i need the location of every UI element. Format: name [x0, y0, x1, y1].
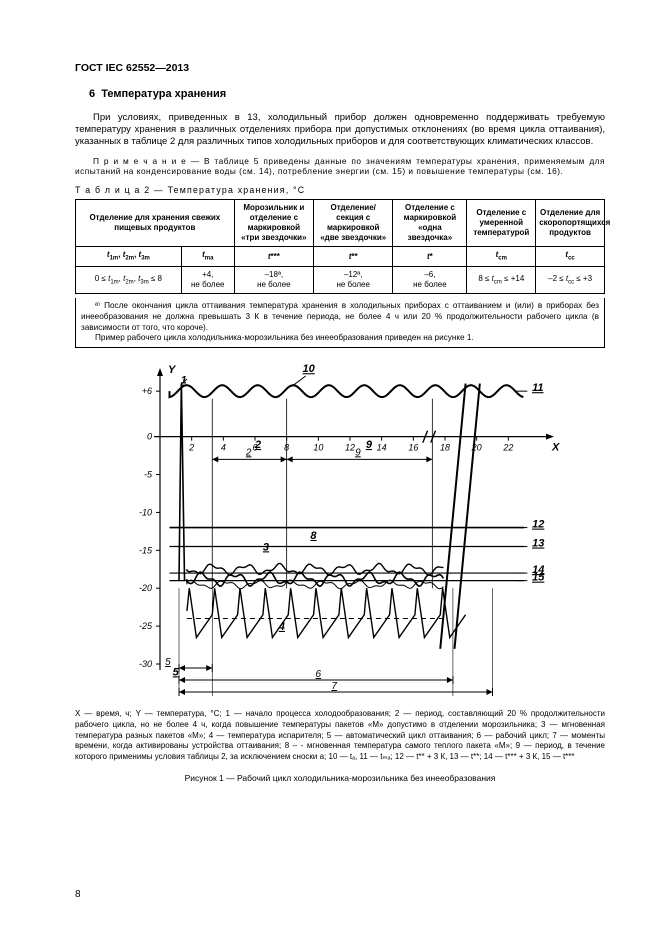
svg-text:15: 15 [532, 572, 545, 584]
footnote-example: Пример рабочего цикла холодильника-мороз… [81, 333, 599, 344]
svg-text:12: 12 [345, 443, 355, 453]
intro-paragraph: При условиях, приведенных в 13, холодиль… [75, 112, 605, 148]
svg-text:8: 8 [310, 530, 317, 542]
section-heading: 6 Температура хранения [89, 88, 605, 100]
figure-legend: X — время, ч; Y — температура, °С; 1 — н… [75, 709, 605, 763]
footnote-a: ª⁾ После окончания цикла оттаивания темп… [81, 301, 599, 333]
svg-text:10: 10 [313, 443, 323, 453]
svg-text:20: 20 [471, 443, 482, 453]
svg-text:0: 0 [147, 432, 152, 442]
svg-text:14: 14 [377, 443, 387, 453]
svg-text:4: 4 [278, 621, 285, 633]
svg-text:7: 7 [331, 681, 337, 692]
table-data-row: 0 ≤ t1m, t2m, t3m ≤ 8+4,не более–18ª,не … [76, 267, 605, 294]
svg-text:6: 6 [316, 669, 322, 680]
table-footnote: ª⁾ После окончания цикла оттаивания темп… [75, 298, 605, 348]
svg-text:16: 16 [408, 443, 418, 453]
svg-text:4: 4 [221, 443, 226, 453]
svg-text:5: 5 [173, 666, 180, 678]
page: ГОСТ IEC 62552—2013 6 Температура хранен… [0, 0, 661, 936]
svg-text:18: 18 [440, 443, 450, 453]
figure-1-chart: YX+60-5-10-15-20-25-30246810121416182022… [105, 358, 575, 703]
table-header-row-2: t1m, t2m, t3mtmat***t**t*tcmtcc [76, 247, 605, 267]
figure-title: Рисунок 1 — Рабочий цикл холодильника-мо… [75, 773, 605, 783]
page-number: 8 [75, 889, 81, 900]
svg-text:2: 2 [245, 447, 252, 458]
svg-text:12: 12 [532, 518, 544, 530]
section-number: 6 [89, 88, 95, 100]
svg-text:11: 11 [532, 382, 543, 394]
svg-text:13: 13 [532, 537, 544, 549]
svg-text:+6: +6 [142, 386, 152, 396]
content-area: ГОСТ IEC 62552—2013 6 Температура хранен… [75, 62, 605, 783]
svg-text:-30: -30 [139, 659, 152, 669]
svg-text:9: 9 [366, 439, 373, 451]
svg-text:2: 2 [254, 439, 261, 451]
svg-text:-25: -25 [139, 621, 153, 631]
note-label: П р и м е ч а н и е [93, 156, 186, 166]
svg-text:9: 9 [355, 447, 361, 458]
svg-text:5: 5 [165, 657, 171, 668]
section-title-text: Температура хранения [101, 88, 226, 100]
svg-text:-15: -15 [139, 545, 153, 555]
svg-text:-20: -20 [139, 583, 152, 593]
storage-temperature-table: Отделение для хранения свежих пищевых пр… [75, 199, 605, 294]
svg-text:10: 10 [303, 363, 316, 375]
svg-text:2: 2 [188, 443, 194, 453]
svg-text:X: X [551, 442, 560, 454]
svg-text:Y: Y [168, 364, 177, 376]
svg-text:-10: -10 [139, 507, 152, 517]
svg-text:22: 22 [502, 443, 513, 453]
table-header-row-1: Отделение для хранения свежих пищевых пр… [76, 200, 605, 247]
table-caption: Т а б л и ц а 2 — Температура хранения, … [75, 185, 605, 195]
svg-text:-5: -5 [144, 469, 153, 479]
note-paragraph: П р и м е ч а н и е — В таблице 5 привед… [75, 156, 605, 178]
svg-text:3: 3 [263, 541, 269, 553]
document-id: ГОСТ IEC 62552—2013 [75, 62, 605, 74]
